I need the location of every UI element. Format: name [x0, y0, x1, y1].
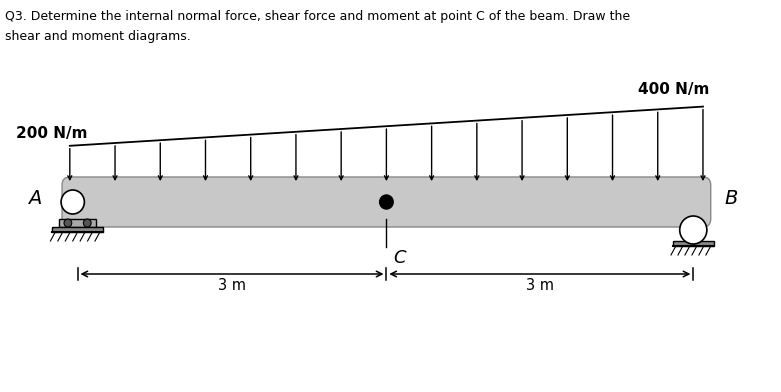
Circle shape [64, 219, 72, 227]
Text: A: A [28, 189, 41, 207]
Text: B: B [724, 189, 738, 207]
Circle shape [380, 195, 393, 209]
Text: 400 N/m: 400 N/m [638, 82, 710, 96]
Text: Q3. Determine the internal normal force, shear force and moment at point C of th: Q3. Determine the internal normal force,… [5, 10, 630, 23]
Bar [673, 241, 714, 246]
Circle shape [679, 216, 707, 244]
FancyBboxPatch shape [62, 177, 711, 227]
Text: 3 m: 3 m [526, 278, 554, 293]
Bar [59, 219, 96, 227]
Circle shape [84, 219, 91, 227]
Text: 200 N/m: 200 N/m [16, 126, 88, 141]
Text: 3 m: 3 m [218, 278, 246, 293]
Text: shear and moment diagrams.: shear and moment diagrams. [5, 30, 191, 43]
Bar [52, 227, 103, 232]
Text: C: C [393, 249, 406, 267]
Circle shape [61, 190, 84, 214]
